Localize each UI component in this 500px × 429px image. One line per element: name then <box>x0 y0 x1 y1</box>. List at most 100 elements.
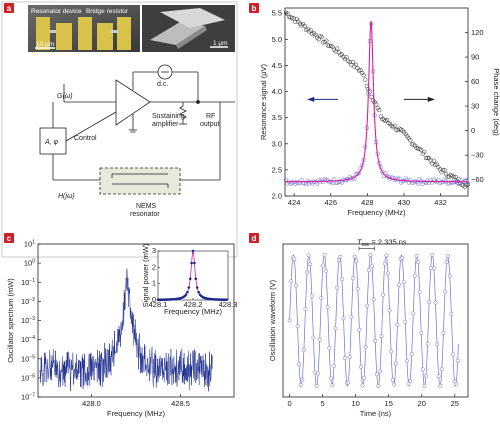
waveform-point <box>427 300 432 305</box>
waveform-point <box>352 254 357 259</box>
inset-y-axis-label: Signal power (mW) <box>141 243 150 307</box>
waveform-point <box>400 255 405 260</box>
waveform-point <box>355 286 360 291</box>
waveform-point <box>297 362 302 367</box>
waveform-point <box>408 379 413 384</box>
x-tick-label-d: 10 <box>352 399 360 408</box>
scale-left-label: 10 μm <box>36 41 54 48</box>
chart-d: 0 5 10 15 20 25 Time (ns) Oscillation waveform … <box>268 237 469 418</box>
waveform-point <box>435 342 440 347</box>
phase-point <box>462 184 467 189</box>
waveform-point <box>430 252 435 257</box>
y-tick-label-c: 10−6 <box>21 373 35 382</box>
waveform-point <box>446 254 451 258</box>
waveform-point <box>360 383 365 388</box>
waveform-point <box>431 266 436 271</box>
waveform-point <box>292 257 297 262</box>
waveform-point <box>425 341 430 346</box>
phase-point <box>319 34 324 40</box>
waveform-point <box>319 296 324 300</box>
waveform-point <box>305 270 309 275</box>
y2-tick-label-b: 90 <box>471 53 479 62</box>
waveform-point <box>376 384 381 388</box>
waveform-point <box>339 277 344 282</box>
waveform-point <box>332 364 336 368</box>
phase-point <box>442 168 447 173</box>
waveform-point <box>450 352 455 357</box>
phase-point <box>288 15 293 20</box>
phase-point <box>299 23 304 28</box>
waveform-point <box>333 326 338 331</box>
waveform-point <box>306 253 311 258</box>
phase-point <box>345 58 351 63</box>
chart-b: 424 426 428 430 432 2.0 2.5 3.0 3.5 4.0 4.5 5.0 5.5 −… <box>259 7 500 217</box>
plot-frame-b <box>284 7 469 197</box>
phase-point <box>391 125 396 130</box>
waveform-point <box>428 266 433 270</box>
phase-point <box>422 149 427 155</box>
waveform-point <box>316 371 321 376</box>
x-tick-label-b: 426 <box>324 198 337 207</box>
waveform-point <box>447 274 452 278</box>
waveform-point <box>368 253 373 257</box>
inset-x-axis-label: Frequency (MHz) <box>164 307 222 316</box>
waveform-point <box>325 304 330 309</box>
phase-point <box>419 147 424 153</box>
scale-right-label: 1 μm <box>213 40 228 47</box>
nems-label-2: resonator <box>130 211 160 218</box>
y-tick-label-c: 10−7 <box>21 393 35 402</box>
waveform-point <box>412 273 417 278</box>
phase-point <box>363 77 368 82</box>
waveform-point <box>401 280 406 285</box>
waveform-point <box>335 285 340 290</box>
amplitude-point <box>384 174 390 179</box>
inset-y-tick-label: 3 <box>152 246 156 255</box>
phase-point <box>395 127 401 133</box>
control-label: Control <box>74 135 97 142</box>
waveform-point <box>363 345 368 350</box>
x-tick-label-d: 25 <box>451 399 459 408</box>
x-axis-label-d: Time (ns) <box>360 409 392 418</box>
y-tick-label-c: 10−2 <box>21 297 35 306</box>
phase-point <box>324 38 329 43</box>
panel-c-tag: c <box>7 234 12 243</box>
waveform-point <box>295 324 300 329</box>
y-tick-label-b: 3.0 <box>272 139 282 148</box>
amplitude-point <box>414 179 419 185</box>
period-label: Tosc = 2.335 ns <box>357 237 407 248</box>
waveform-point <box>419 331 424 336</box>
waveform-point <box>439 367 444 372</box>
amplitude-point <box>408 178 413 183</box>
waveform-point <box>354 258 359 263</box>
y-tick-label-b: 5.0 <box>272 35 282 44</box>
inset-point <box>195 286 199 289</box>
inset-point <box>188 277 192 281</box>
inset-x-tick-label: 428.1 <box>149 300 168 309</box>
phase-point <box>423 155 429 161</box>
x-tick-label-b: 432 <box>434 198 447 207</box>
panel-a: a Resonator device Bridge resistor 10 μm… <box>1 1 238 258</box>
rf-label-1: RF <box>206 113 215 120</box>
phase-point <box>344 55 349 60</box>
phase-point <box>377 107 382 113</box>
panel-a-tag: a <box>7 4 12 13</box>
phase-point <box>425 155 430 161</box>
y-tick-label-c: 101 <box>24 240 35 249</box>
waveform-point <box>346 380 351 385</box>
inset-point <box>187 286 191 289</box>
waveform-point <box>371 297 376 302</box>
inset-point <box>184 293 188 296</box>
phase-point <box>361 72 366 78</box>
x-tick-label-b: 430 <box>398 198 411 207</box>
phase-point <box>426 156 432 161</box>
waveform-point <box>301 348 306 353</box>
y-tick-label-b: 2.5 <box>272 165 282 174</box>
waveform-point <box>298 382 303 387</box>
phase-point <box>381 117 387 122</box>
waveform-point <box>287 318 292 323</box>
waveform-point <box>392 382 397 387</box>
waveform-point <box>389 349 394 354</box>
inset-point <box>225 298 228 302</box>
waveform-point <box>341 316 346 321</box>
